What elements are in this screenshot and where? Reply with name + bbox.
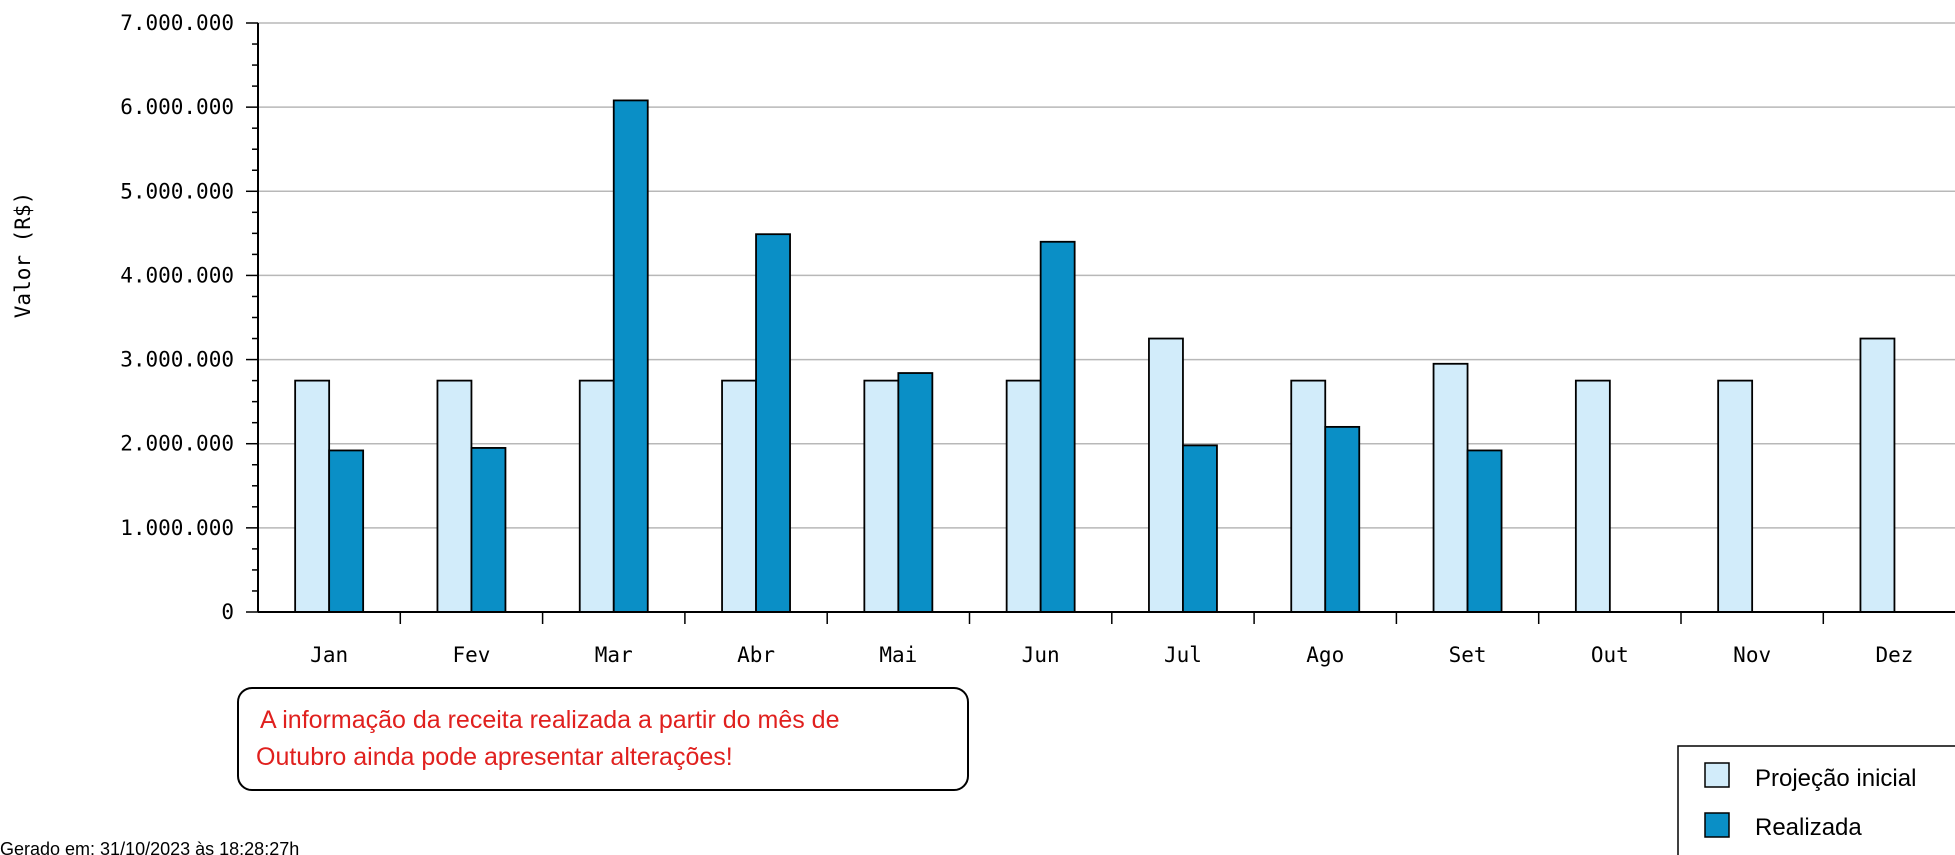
legend-swatch-projecao bbox=[1704, 762, 1730, 788]
x-tick-label: Jan bbox=[310, 643, 348, 667]
bar-projecao-jul bbox=[1148, 337, 1184, 613]
bar-projecao-mai bbox=[863, 379, 900, 613]
x-tick-label: Mai bbox=[879, 643, 917, 667]
legend: Projeção inicial Realizada bbox=[1677, 745, 1955, 855]
x-tick-label: Jul bbox=[1164, 643, 1202, 667]
x-tick-label: Out bbox=[1591, 643, 1629, 667]
x-tick-label: Set bbox=[1449, 643, 1487, 667]
y-tick-label: 2.000.000 bbox=[120, 432, 234, 456]
generated-timestamp: Gerado em: 31/10/2023 às 18:28:27h bbox=[0, 839, 299, 855]
x-tick-label: Fev bbox=[452, 643, 490, 667]
bar-projecao-dez bbox=[1859, 337, 1896, 613]
x-tick-label: Mar bbox=[595, 643, 633, 667]
y-tick-label: 5.000.000 bbox=[120, 179, 234, 203]
bar-realizada-jun bbox=[1039, 240, 1076, 613]
x-tick-label: Jun bbox=[1022, 643, 1060, 667]
bar-realizada-set bbox=[1466, 449, 1503, 613]
x-tick-label: Ago bbox=[1306, 643, 1344, 667]
legend-label-realizada: Realizada bbox=[1755, 814, 1862, 841]
bar-projecao-out bbox=[1574, 379, 1611, 613]
y-tick-labels: 0 1.000.000 2.000.000 3.000.000 4.000.000 5.0… bbox=[120, 11, 234, 624]
x-tick-labels: Jan Fev Mar Abr Mai Jun Jul Ago Set Out Nov Dez bbox=[310, 643, 1913, 667]
bar-projecao-abr bbox=[721, 379, 757, 613]
bar-realizada-mai bbox=[897, 372, 934, 613]
note-line-1: A informação da receita realizada a part… bbox=[260, 706, 839, 734]
y-tick-label: 6.000.000 bbox=[120, 95, 234, 119]
note-line-2: Outubro ainda pode apresentar alterações… bbox=[256, 743, 733, 771]
y-axis-label: Valor (R$) bbox=[11, 192, 35, 318]
y-tick-label: 0 bbox=[221, 600, 234, 624]
bar-projecao-jan bbox=[294, 379, 331, 613]
bars bbox=[294, 99, 1896, 613]
bar-projecao-mar bbox=[578, 379, 615, 613]
bar-projecao-ago bbox=[1290, 379, 1327, 613]
bar-projecao-nov bbox=[1717, 379, 1754, 613]
bar-realizada-ago bbox=[1324, 425, 1361, 613]
bar-projecao-set bbox=[1432, 362, 1469, 613]
x-tick-label: Dez bbox=[1875, 643, 1913, 667]
gridlines bbox=[258, 22, 1955, 529]
bar-projecao-fev bbox=[436, 379, 473, 613]
bar-realizada-abr bbox=[755, 233, 791, 613]
y-tick-label: 1.000.000 bbox=[120, 516, 234, 540]
y-tick-label: 4.000.000 bbox=[120, 263, 234, 287]
x-tick-label: Abr bbox=[737, 643, 775, 667]
bar-realizada-jul bbox=[1182, 444, 1218, 613]
axes bbox=[246, 22, 1955, 624]
bar-projecao-jun bbox=[1005, 379, 1042, 613]
note-box: A informação da receita realizada a part… bbox=[237, 687, 969, 791]
bar-realizada-fev bbox=[470, 447, 507, 613]
bar-realizada-mar bbox=[612, 99, 649, 613]
x-tick-label: Nov bbox=[1733, 643, 1771, 667]
bar-realizada-jan bbox=[328, 449, 365, 613]
y-tick-label: 3.000.000 bbox=[120, 348, 234, 372]
note-box-border bbox=[237, 687, 969, 791]
legend-label-projecao: Projeção inicial bbox=[1755, 765, 1916, 792]
y-tick-label: 7.000.000 bbox=[120, 11, 234, 35]
legend-swatch-realizada bbox=[1704, 812, 1730, 838]
